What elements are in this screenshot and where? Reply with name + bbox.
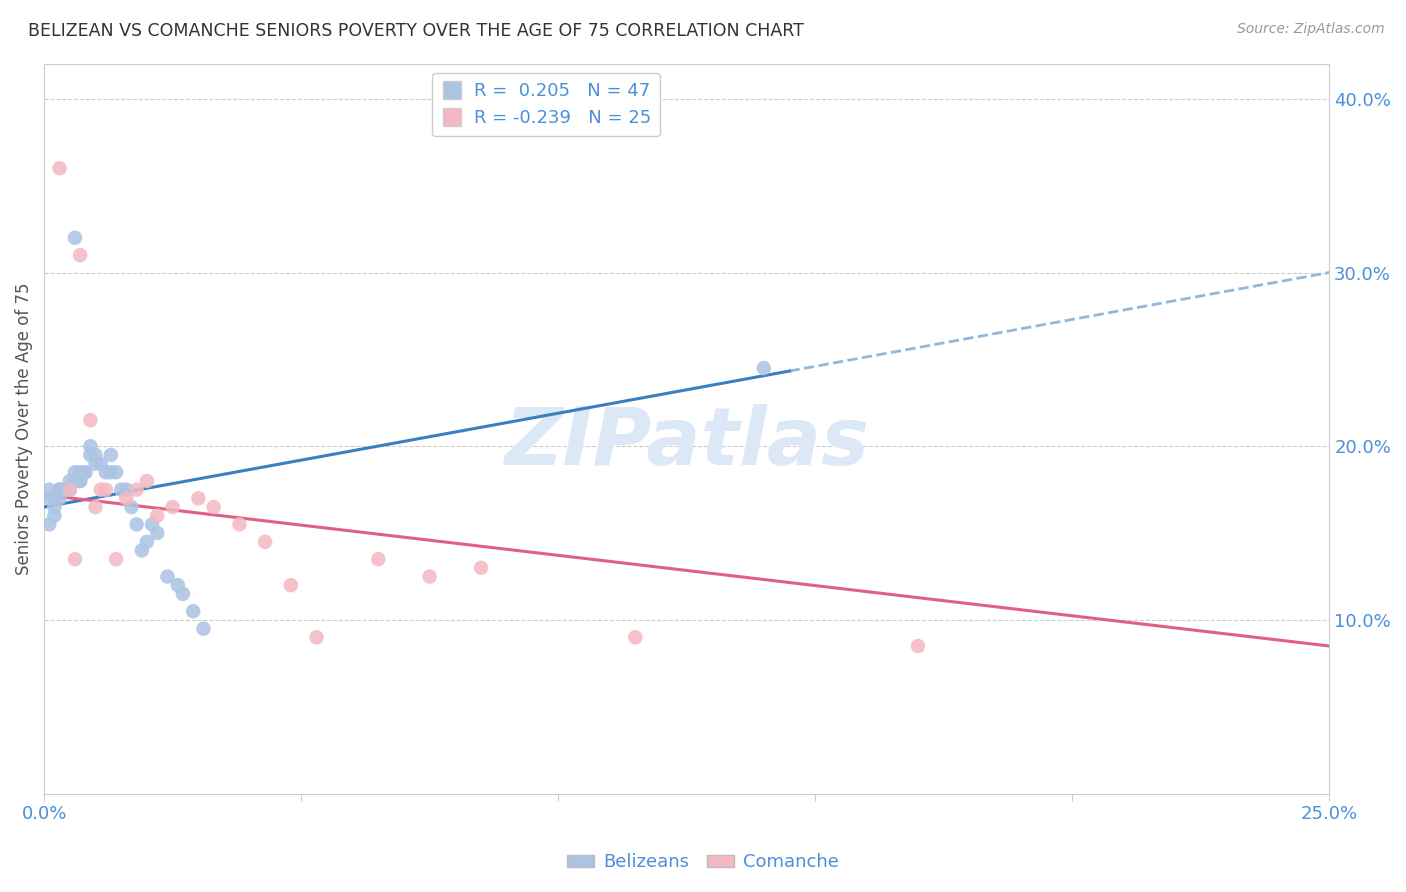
Point — [59, 483, 82, 497]
Point — [84, 448, 107, 462]
Point — [48, 483, 70, 497]
Text: ZIPatlas: ZIPatlas — [505, 404, 869, 483]
Point — [38, 491, 60, 506]
Point — [48, 483, 70, 497]
Point — [100, 448, 122, 462]
Point — [156, 569, 179, 583]
Point — [125, 517, 148, 532]
Point — [162, 500, 184, 514]
Point — [166, 578, 188, 592]
Point — [94, 483, 117, 497]
Point — [125, 483, 148, 497]
Point — [228, 517, 250, 532]
Point — [172, 587, 194, 601]
Point — [69, 474, 91, 488]
Point — [84, 500, 107, 514]
Point — [63, 231, 86, 245]
Point — [63, 474, 86, 488]
Point — [624, 630, 647, 644]
Point — [141, 517, 163, 532]
Point — [907, 639, 929, 653]
Point — [69, 465, 91, 479]
Point — [187, 491, 209, 506]
Point — [146, 508, 169, 523]
Point — [63, 474, 86, 488]
Point — [135, 474, 157, 488]
Point — [79, 413, 101, 427]
Point — [75, 465, 97, 479]
Point — [100, 465, 122, 479]
Y-axis label: Seniors Poverty Over the Age of 75: Seniors Poverty Over the Age of 75 — [15, 283, 32, 575]
Point — [105, 552, 128, 566]
Point — [48, 161, 70, 176]
Point — [193, 622, 215, 636]
Point — [79, 439, 101, 453]
Point — [59, 483, 82, 497]
Point — [44, 508, 66, 523]
Point — [135, 534, 157, 549]
Point — [90, 483, 112, 497]
Legend: R =  0.205   N = 47, R = -0.239   N = 25: R = 0.205 N = 47, R = -0.239 N = 25 — [432, 73, 659, 136]
Point — [38, 517, 60, 532]
Point — [53, 483, 76, 497]
Point — [44, 491, 66, 506]
Point — [181, 604, 204, 618]
Point — [59, 474, 82, 488]
Point — [470, 561, 492, 575]
Point — [121, 500, 143, 514]
Point — [110, 483, 132, 497]
Point — [115, 483, 138, 497]
Point — [59, 483, 82, 497]
Point — [75, 465, 97, 479]
Point — [48, 491, 70, 506]
Point — [115, 491, 138, 506]
Point — [131, 543, 153, 558]
Point — [94, 465, 117, 479]
Point — [419, 569, 441, 583]
Point — [38, 483, 60, 497]
Point — [280, 578, 302, 592]
Point — [90, 457, 112, 471]
Point — [48, 483, 70, 497]
Point — [105, 465, 128, 479]
Text: Source: ZipAtlas.com: Source: ZipAtlas.com — [1237, 22, 1385, 37]
Legend: Belizeans, Comanche: Belizeans, Comanche — [560, 847, 846, 879]
Point — [84, 457, 107, 471]
Point — [146, 526, 169, 541]
Point — [79, 448, 101, 462]
Text: BELIZEAN VS COMANCHE SENIORS POVERTY OVER THE AGE OF 75 CORRELATION CHART: BELIZEAN VS COMANCHE SENIORS POVERTY OVE… — [28, 22, 804, 40]
Point — [69, 474, 91, 488]
Point — [63, 465, 86, 479]
Point — [69, 248, 91, 262]
Point — [752, 361, 775, 376]
Point — [254, 534, 277, 549]
Point — [202, 500, 225, 514]
Point — [63, 552, 86, 566]
Point — [44, 500, 66, 514]
Point — [53, 483, 76, 497]
Point — [367, 552, 389, 566]
Point — [305, 630, 328, 644]
